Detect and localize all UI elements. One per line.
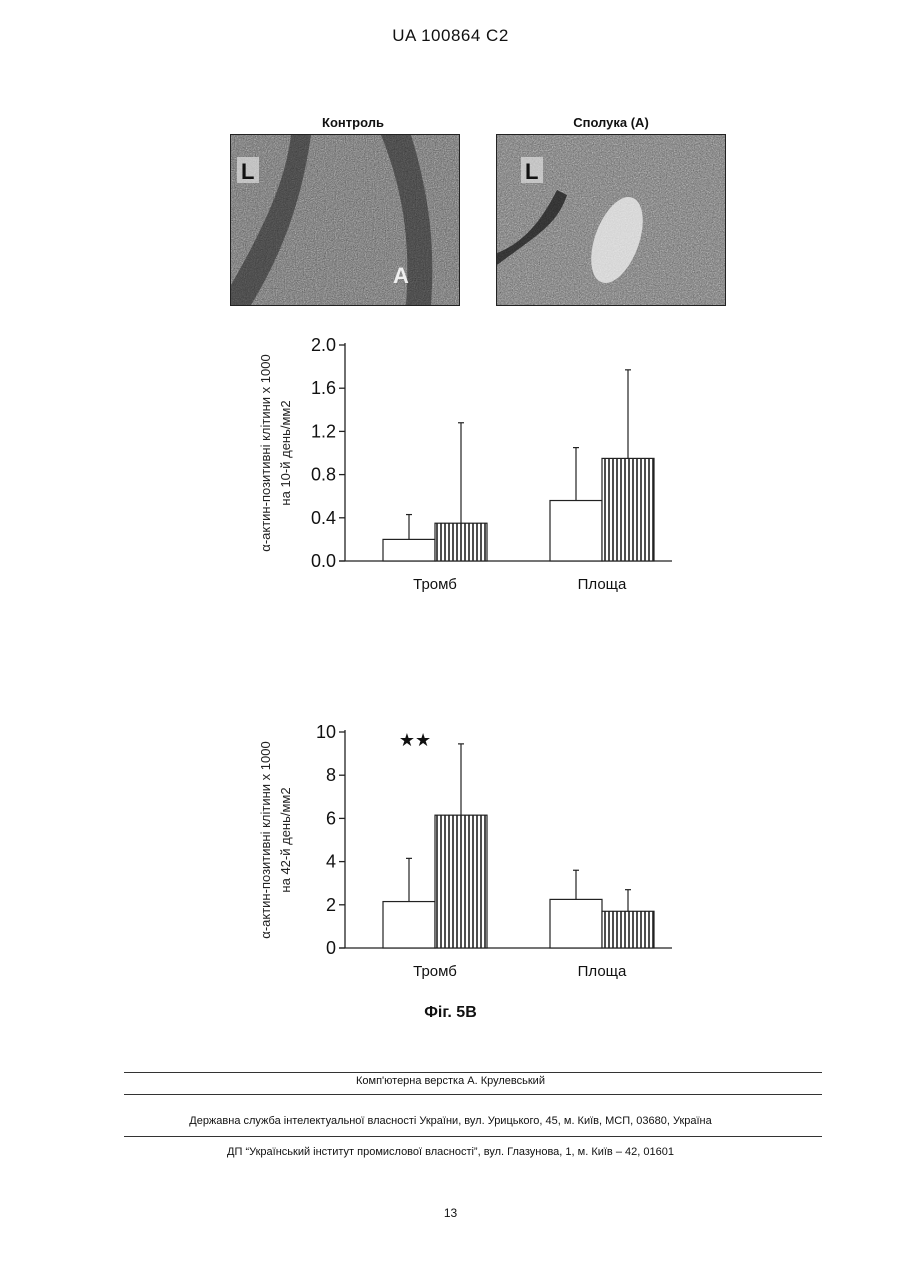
y-tick-label: 0.8 [311,465,336,485]
x-category-label: Площа [578,963,627,980]
micrograph-label-control: Контроль [238,115,468,130]
footer-rule [124,1072,822,1073]
footer-layout-credit: Комп'ютерна верстка А. Крулевський [0,1075,901,1087]
y-tick-label: 8 [326,765,336,785]
significance-marker: ★★ [399,730,431,750]
y-tick-label: 0.0 [311,551,336,571]
y-tick-label: 6 [326,808,336,828]
y-tick-label: 2.0 [311,335,336,355]
micrograph-mark-l: L [241,159,254,184]
x-category-label: Тромб [413,576,457,593]
y-axis-label: α-актин-позитивні клітини x 1000 [258,741,273,938]
footer-rule [124,1136,822,1137]
y-axis-label: α-актин-позитивні клітини x 1000 [258,354,273,551]
bar-chart-day10: α-актин-позитивні клітини x 1000 на 10-й … [240,325,680,605]
bar-control [383,902,435,948]
bar-compound [435,815,487,948]
x-category-label: Тромб [413,963,457,980]
page-number: 13 [0,1206,901,1220]
y-axis-label: на 42-й день/мм2 [278,787,293,892]
bar-control [550,501,602,561]
y-tick-label: 1.2 [311,421,336,441]
y-tick-label: 1.6 [311,378,336,398]
footer-rule [124,1094,822,1095]
patent-header: UA 100864 C2 [0,26,901,46]
bar-compound [602,458,654,561]
x-category-label: Площа [578,576,627,593]
figure-caption: Фіг. 5В [0,1004,901,1022]
footer-agency: Державна служба інтелектуальної власност… [0,1115,901,1127]
micrograph-mark-a: A [393,263,409,288]
bar-compound [602,911,654,948]
bar-chart-day42: α-актин-позитивні клітини x 1000 на 42-й … [240,712,680,992]
y-tick-label: 4 [326,852,336,872]
y-tick-label: 0.4 [311,508,336,528]
micrograph-control: L A [230,134,460,306]
bar-control [550,899,602,948]
micrograph-mark-l: L [525,159,538,184]
y-tick-label: 10 [316,722,336,742]
y-tick-label: 2 [326,895,336,915]
bar-compound [435,523,487,561]
micrograph-compound: L [496,134,726,306]
y-axis-label: на 10-й день/мм2 [278,400,293,505]
bar-control [383,539,435,561]
micrograph-label-compound: Сполука (А) [496,115,726,130]
footer-institute: ДП “Український інститут промислової вла… [0,1146,901,1158]
y-tick-label: 0 [326,938,336,958]
